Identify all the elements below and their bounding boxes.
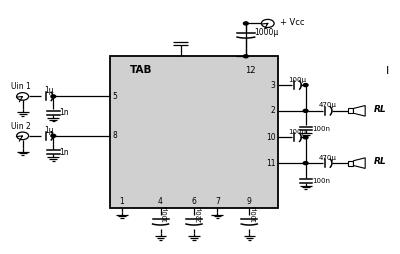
Text: Uin 1: Uin 1: [11, 82, 30, 91]
Text: 5: 5: [113, 92, 118, 101]
Text: 100µ: 100µ: [252, 205, 258, 222]
Text: 4: 4: [158, 197, 163, 206]
Circle shape: [303, 162, 308, 165]
Text: 1n: 1n: [60, 148, 69, 157]
Polygon shape: [354, 158, 365, 168]
Text: 470µ: 470µ: [319, 102, 336, 108]
Text: RL: RL: [373, 105, 386, 114]
Text: 100n: 100n: [312, 178, 330, 184]
Text: 12: 12: [245, 66, 256, 75]
Circle shape: [51, 134, 56, 137]
Text: RL: RL: [373, 157, 386, 166]
Circle shape: [303, 84, 308, 87]
Text: 100µ: 100µ: [288, 129, 306, 135]
Text: 6: 6: [192, 197, 196, 206]
Text: 7: 7: [215, 197, 220, 206]
Text: 220µ: 220µ: [196, 205, 202, 222]
Text: 100µ: 100µ: [163, 205, 169, 222]
Circle shape: [51, 95, 56, 98]
Text: 2: 2: [270, 106, 275, 115]
Bar: [348, 161, 354, 166]
Text: 100n: 100n: [312, 125, 330, 132]
Text: 1n: 1n: [60, 108, 69, 117]
Text: TAB: TAB: [130, 65, 153, 75]
Text: 1µ: 1µ: [44, 86, 53, 95]
Text: 1: 1: [120, 197, 124, 206]
Text: 8: 8: [113, 131, 118, 140]
Text: 1000µ: 1000µ: [255, 28, 279, 37]
Polygon shape: [354, 105, 365, 116]
Circle shape: [303, 109, 308, 112]
Text: 100µ: 100µ: [288, 76, 306, 83]
Bar: [110, 56, 278, 208]
Text: 10: 10: [266, 133, 276, 142]
Text: I: I: [386, 67, 389, 76]
Text: + Vcc: + Vcc: [280, 18, 304, 27]
Text: 470µ: 470µ: [319, 155, 336, 161]
Text: 1µ: 1µ: [44, 126, 53, 135]
Text: Uin 2: Uin 2: [11, 122, 30, 131]
Circle shape: [244, 55, 248, 58]
Text: 11: 11: [266, 159, 276, 168]
Text: 9: 9: [247, 197, 252, 206]
Text: 3: 3: [270, 81, 275, 90]
Bar: [348, 108, 354, 113]
Circle shape: [244, 22, 248, 25]
Circle shape: [303, 136, 308, 139]
